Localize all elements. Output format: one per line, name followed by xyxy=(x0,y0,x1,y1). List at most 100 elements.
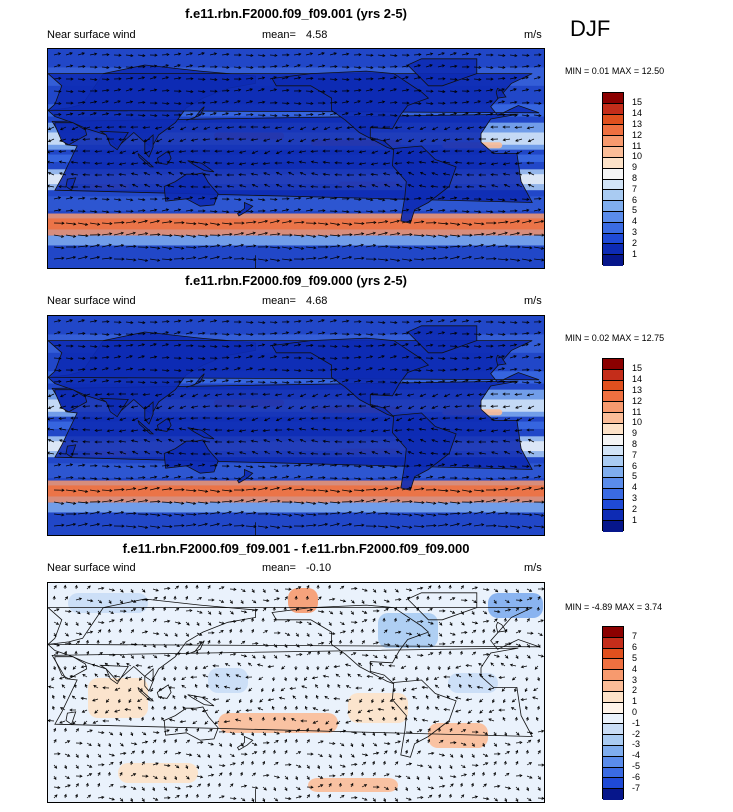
wind-arrow-shaft xyxy=(299,161,307,164)
wind-arrow-head xyxy=(178,451,182,455)
wind-arrow-head xyxy=(272,677,276,682)
wind-arrow-head xyxy=(311,138,315,142)
wind-arrow-head xyxy=(517,512,521,516)
wind-arrow-head xyxy=(538,197,542,201)
wind-arrow-head xyxy=(106,173,110,177)
wind-arrow-head xyxy=(490,112,494,116)
wind-arrow-head xyxy=(336,721,340,725)
wind-arrow-head xyxy=(57,52,62,56)
wind-arrow-shaft xyxy=(437,357,445,360)
wind-arrow-head xyxy=(298,319,302,323)
wind-arrow-shaft xyxy=(347,452,355,455)
wind-arrow-head xyxy=(406,53,410,57)
wind-arrow-shaft xyxy=(97,599,102,604)
wind-arrow-head xyxy=(321,52,325,56)
wind-arrow-head xyxy=(533,688,537,691)
wind-arrow-head xyxy=(478,356,482,360)
wind-arrow-shaft xyxy=(420,138,427,142)
wind-arrow-head xyxy=(182,706,186,710)
wind-arrow-shaft xyxy=(533,381,541,384)
wind-arrow-head xyxy=(468,710,472,714)
wind-arrow-head xyxy=(299,438,303,442)
wind-arrow-head xyxy=(262,125,266,129)
wind-arrow-head xyxy=(277,232,281,236)
wind-arrow-head xyxy=(406,197,410,201)
wind-arrow-head xyxy=(205,501,209,505)
wind-arrow-head xyxy=(142,65,146,69)
wind-arrow-head xyxy=(143,183,148,187)
wind-arrow-shaft xyxy=(407,451,415,455)
wind-arrow-head xyxy=(288,219,293,224)
wind-arrow-head xyxy=(238,699,242,704)
wind-arrow-head xyxy=(514,465,518,469)
wind-arrow-head xyxy=(129,88,133,92)
wind-arrow-head xyxy=(271,705,275,710)
wind-arrow-shaft xyxy=(203,428,211,431)
wind-arrow-shaft xyxy=(435,706,440,711)
wind-arrow-head xyxy=(229,743,233,748)
wind-arrow-head xyxy=(88,622,92,626)
wind-arrow-shaft xyxy=(53,643,60,647)
panel-2-map-svg xyxy=(48,316,544,535)
panel-2-max-label: MAX = xyxy=(611,333,640,343)
wind-arrow-shaft xyxy=(53,357,61,359)
wind-arrow-head xyxy=(443,127,448,131)
wind-arrow-head xyxy=(108,243,112,247)
wind-arrow-shaft xyxy=(101,511,112,515)
wind-arrow-head xyxy=(327,650,331,654)
wind-arrow-shaft xyxy=(161,197,169,200)
wind-arrow-head xyxy=(82,137,86,141)
wind-arrow-head xyxy=(155,139,160,143)
wind-arrow-head xyxy=(276,731,280,735)
wind-arrow-shaft xyxy=(269,88,277,92)
wind-arrow-head xyxy=(490,355,494,359)
wind-arrow-head xyxy=(453,741,457,745)
wind-arrow-head xyxy=(190,185,194,189)
wind-arrow-shaft xyxy=(503,405,511,408)
wind-arrow-head xyxy=(517,245,521,249)
wind-arrow-head xyxy=(377,707,381,711)
wind-arrow-shaft xyxy=(196,783,201,788)
wind-arrow-head xyxy=(213,112,217,116)
wind-arrow-shaft xyxy=(416,729,422,733)
wind-arrow-shaft xyxy=(313,707,319,711)
wind-arrow-shaft xyxy=(413,234,424,237)
wind-arrow-head xyxy=(75,783,79,787)
wind-arrow-head xyxy=(420,796,424,800)
wind-arrow-head xyxy=(274,393,278,397)
wind-arrow-shaft xyxy=(425,344,433,347)
wind-arrow-shaft xyxy=(323,161,331,164)
wind-arrow-shaft xyxy=(394,598,401,601)
wind-arrow-head xyxy=(154,320,158,324)
wind-arrow-shaft xyxy=(125,709,132,711)
wind-arrow-head xyxy=(265,512,269,516)
wind-arrow-head xyxy=(309,331,313,335)
wind-arrow-shaft xyxy=(471,599,477,603)
wind-arrow-shaft xyxy=(413,331,421,335)
wind-arrow-shaft xyxy=(317,610,324,613)
wind-arrow-head xyxy=(322,149,326,153)
wind-arrow-head xyxy=(132,231,136,235)
wind-arrow-head xyxy=(118,429,123,433)
wind-arrow-shaft xyxy=(281,246,292,250)
wind-arrow-shaft xyxy=(443,161,451,164)
wind-arrow-head xyxy=(358,477,362,481)
wind-arrow-shaft xyxy=(389,258,400,262)
wind-arrow-head xyxy=(97,743,101,748)
wind-arrow-shaft xyxy=(350,588,357,590)
wind-arrow-head xyxy=(94,173,98,177)
wind-arrow-head xyxy=(506,751,510,754)
wind-arrow-head xyxy=(385,608,389,611)
wind-arrow-head xyxy=(233,587,237,591)
wind-arrow-head xyxy=(214,356,218,360)
wind-arrow-head xyxy=(82,673,86,677)
wind-arrow-shaft xyxy=(113,89,121,92)
wind-arrow-head xyxy=(117,100,121,104)
wind-arrow-head xyxy=(376,751,380,755)
wind-arrow-head xyxy=(376,609,380,613)
wind-arrow-head xyxy=(506,772,510,776)
wind-arrow-head xyxy=(478,210,482,214)
wind-arrow-shaft xyxy=(281,65,289,68)
wind-arrow-shaft xyxy=(101,367,109,371)
wind-arrow-head xyxy=(383,450,388,454)
